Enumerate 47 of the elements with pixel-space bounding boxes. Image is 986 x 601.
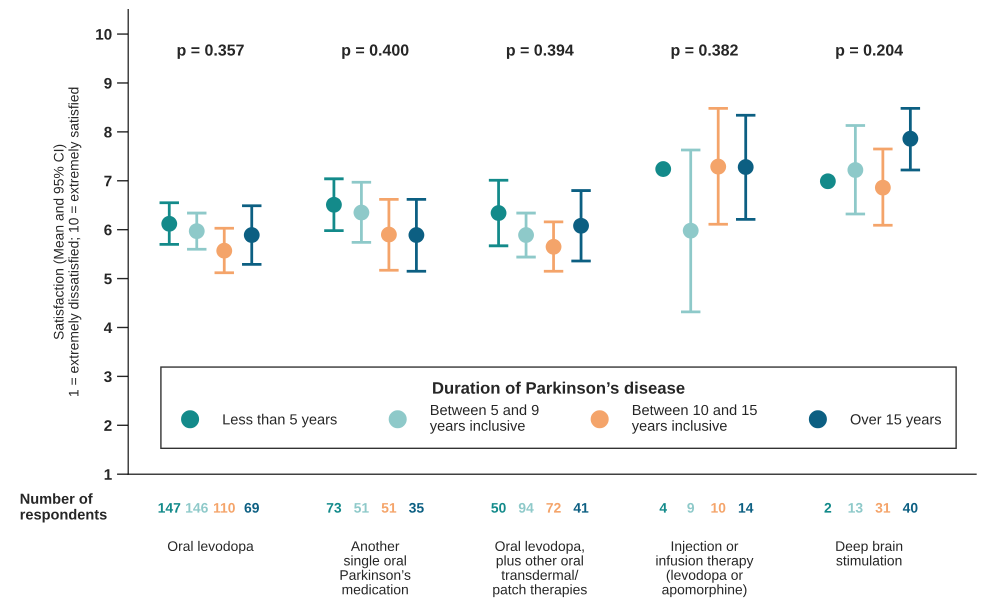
legend-label: Between 10 and 15 years inclusive <box>632 404 757 434</box>
text: 51 <box>382 503 396 513</box>
y-tick-label: 1 <box>104 469 112 480</box>
annotation: p = 0.400 <box>342 44 408 59</box>
text: 31 <box>875 502 890 513</box>
x-tick-label: Deep brain stimulation <box>836 540 902 566</box>
text: 40 <box>902 502 918 513</box>
text: 13 <box>848 502 863 513</box>
x-tick-label: Oral levodopa, plus other oral transdermal/ patch therapies <box>493 540 587 598</box>
text: 146 <box>186 502 208 513</box>
text: 50 <box>491 502 506 513</box>
annotation: p = 0.204 <box>836 44 903 59</box>
x-tick-label: Oral levodopa <box>168 540 254 554</box>
text: 147 <box>158 503 180 513</box>
text: 41 <box>574 503 588 513</box>
x-tick-label: Injection or infusion therapy (levodopa or apomorphine) <box>656 540 754 598</box>
legend-label: Between 5 and 9 years inclusive <box>430 404 539 434</box>
y-tick-label: 5 <box>104 274 112 284</box>
y-tick-label: 3 <box>104 371 112 382</box>
text: 72 <box>546 502 561 513</box>
text: 4 <box>660 503 668 513</box>
y-tick-label: 8 <box>104 126 112 138</box>
legend-title: Duration of Parkinson’s disease <box>433 382 685 394</box>
y-axis-title: Satisfaction (Mean and 95% CI) 1 = extremely dissatisfied; 10 = extremely satisfied <box>53 88 82 396</box>
text: 2 <box>824 502 832 513</box>
annotation: p = 0.382 <box>672 44 738 59</box>
y-tick-label: 7 <box>104 176 112 186</box>
legend-label: Less than 5 years <box>223 414 337 428</box>
y-tick-label: 6 <box>104 224 112 236</box>
y-tick-label: 2 <box>104 420 112 431</box>
text: 110 <box>214 502 235 513</box>
y-tick-label: 9 <box>104 78 112 89</box>
text: 69 <box>244 502 259 513</box>
text: 10 <box>711 502 726 513</box>
y-tick-label: 10 <box>96 28 112 40</box>
x-tick-label: Another single oral Parkinson’s medication <box>340 540 410 594</box>
text: 94 <box>518 502 534 513</box>
text: 14 <box>738 503 754 513</box>
text: 9 <box>687 502 694 513</box>
y-tick-label: 4 <box>104 322 112 334</box>
text: Number of respondents <box>20 493 107 522</box>
text: 51 <box>354 503 369 513</box>
annotation: p = 0.394 <box>506 44 574 59</box>
legend-label: Over 15 years <box>850 414 942 428</box>
text: 73 <box>326 502 342 513</box>
annotation: p = 0.357 <box>178 44 244 59</box>
text: 35 <box>409 502 424 513</box>
